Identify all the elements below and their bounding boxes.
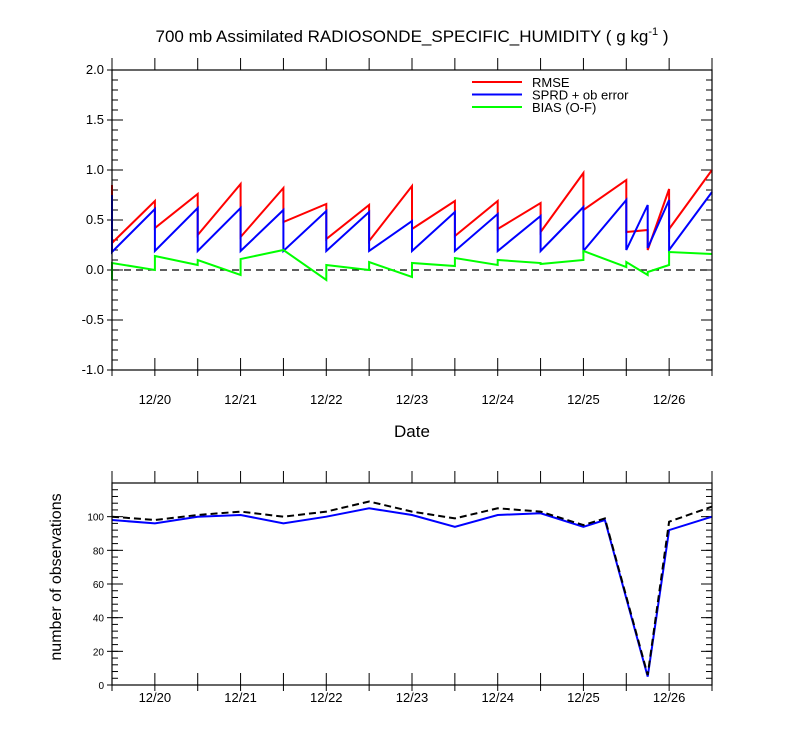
y-tick-label: 0 [98,681,104,692]
chart-title-exponent: -1 [648,26,658,38]
x-tick-label: 12/20 [139,690,172,705]
chart-title-tail: ) [658,27,668,46]
legend-label: SPRD + ob error [532,88,629,103]
x-tick-label: 12/21 [224,392,257,407]
y-tick-label: 0.5 [86,212,104,227]
x-tick-label: 12/24 [481,690,514,705]
x-tick-label: 12/22 [310,392,343,407]
x-tick-label: 12/26 [653,392,686,407]
bottom-x-tick-labels: 12/20 12/21 12/22 12/23 12/24 12/25 12/26 [139,690,686,705]
x-axis-title: Date [394,422,430,441]
chart-title-main: 700 mb Assimilated RADIOSONDE_SPECIFIC_H… [156,27,649,46]
legend-label: BIAS (O-F) [532,100,596,115]
top-y-tick-labels: -1.0 -0.5 0.0 0.5 1.0 1.5 2.0 [82,62,104,377]
y-tick-label: -0.5 [82,312,104,327]
x-tick-label: 12/22 [310,690,343,705]
y-tick-label: 1.0 [86,162,104,177]
x-tick-label: 12/25 [567,392,600,407]
x-tick-label: 12/23 [396,690,429,705]
top-series-lines [111,169,713,282]
x-tick-label: 12/26 [653,690,686,705]
series-line-sprd-ob-error [111,191,713,255]
series-line-possible [111,500,713,676]
y-tick-label: 40 [93,614,105,625]
bottom-plot-frame [111,482,713,686]
x-tick-label: 12/21 [224,690,257,705]
top-plot-frame [111,69,713,371]
bottom-y-tick-labels: 0 20 40 60 80 100 [87,513,104,692]
y-tick-label: 1.5 [86,112,104,127]
series-line-bias-o-f [111,248,713,282]
x-tick-label: 12/25 [567,690,600,705]
top-panel: 700 mb Assimilated RADIOSONDE_SPECIFIC_H… [82,26,713,441]
chart-title: 700 mb Assimilated RADIOSONDE_SPECIFIC_H… [156,26,669,46]
top-x-tick-labels: 12/20 12/21 12/22 12/23 12/24 12/25 12/26 [139,392,686,407]
y-tick-label: -1.0 [82,362,104,377]
y-tick-label: 20 [93,647,105,658]
x-tick-label: 12/23 [396,392,429,407]
bottom-series-lines [111,500,713,677]
x-tick-label: 12/24 [481,392,514,407]
series-line-assimilated [111,507,713,677]
y-tick-label: 60 [93,580,105,591]
y-tick-label: 80 [93,546,105,557]
y-tick-label: 2.0 [86,62,104,77]
legend-label: RMSE [532,75,570,90]
y-tick-label: 0.0 [86,262,104,277]
y-tick-label: 100 [87,513,104,524]
y-axis-title: number of observations [48,493,65,660]
x-tick-label: 12/20 [139,392,172,407]
